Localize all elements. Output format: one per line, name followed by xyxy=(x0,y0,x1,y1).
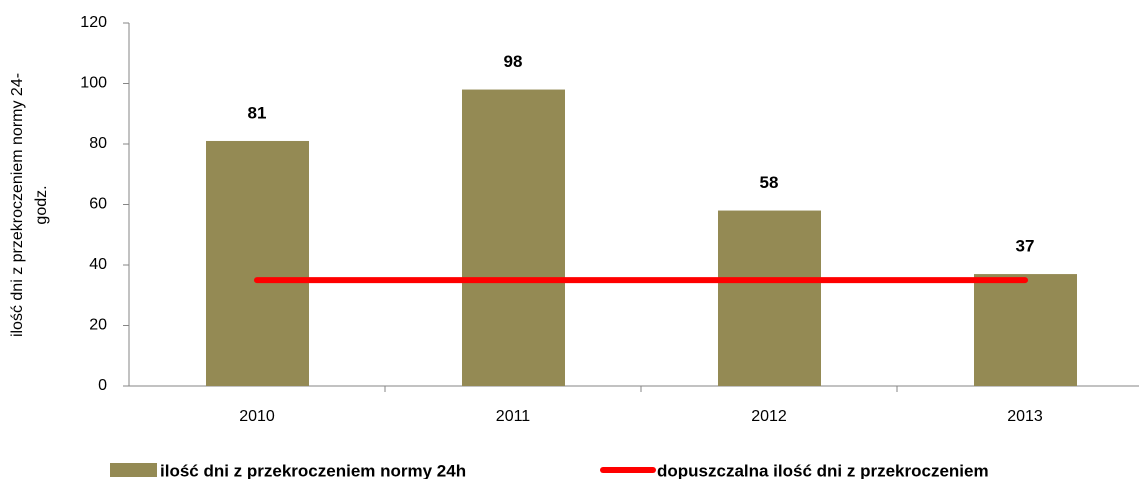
y-tick-label: 20 xyxy=(89,317,107,334)
legend-label: dopuszczalna ilość dni z przekroczeniem xyxy=(657,461,989,479)
x-tick-label: 2010 xyxy=(239,408,275,425)
data-label: 37 xyxy=(1016,237,1035,256)
legend-swatch xyxy=(110,463,157,477)
x-tick-label: 2013 xyxy=(1007,408,1043,425)
y-tick-label: 0 xyxy=(98,377,107,394)
y-axis-label: godz. xyxy=(33,185,50,224)
bar xyxy=(462,89,565,387)
y-tick-label: 100 xyxy=(80,75,107,92)
bar xyxy=(718,210,821,386)
x-tick-label: 2011 xyxy=(496,408,531,425)
y-tick-label: 40 xyxy=(89,256,107,273)
data-label: 98 xyxy=(504,52,523,71)
data-label: 58 xyxy=(760,173,779,192)
legend-label: ilość dni z przekroczeniem normy 24h xyxy=(160,461,466,479)
y-tick-label: 120 xyxy=(80,14,107,31)
y-tick-label: 80 xyxy=(89,135,107,152)
y-axis-label: ilość dni z przekroczeniem normy 24- xyxy=(9,73,26,337)
bar xyxy=(206,140,309,386)
data-label: 81 xyxy=(248,103,267,122)
bar xyxy=(974,274,1077,386)
y-tick-label: 60 xyxy=(89,196,107,213)
x-tick-label: 2012 xyxy=(751,408,787,425)
